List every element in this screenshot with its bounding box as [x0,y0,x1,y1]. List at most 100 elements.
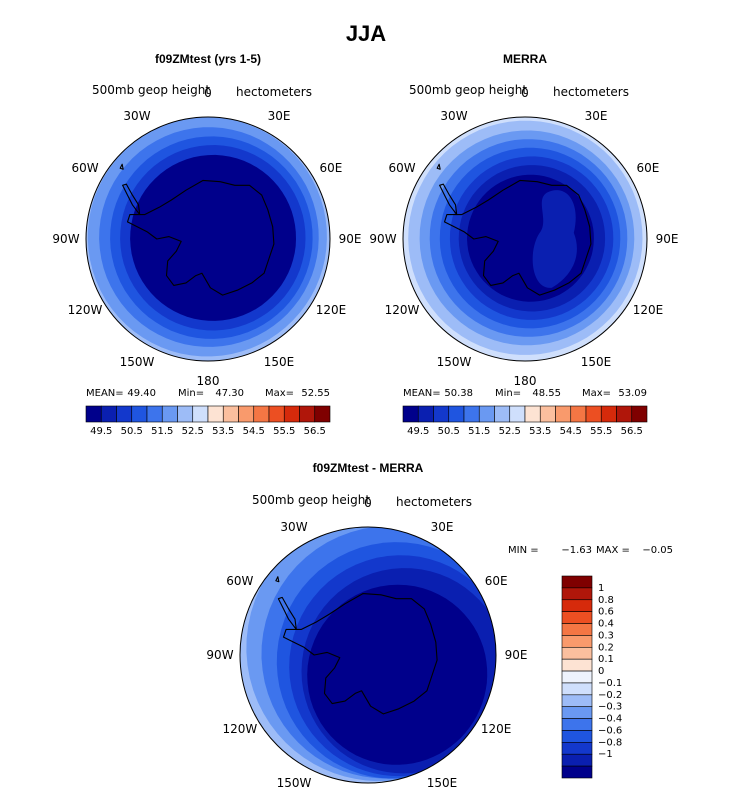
longitude-label: 150W [120,355,155,369]
colorbar-cell [561,730,593,743]
colorbar-cell [131,405,148,423]
longitude-label: 150W [437,355,472,369]
colorbar-cell [561,587,593,601]
colorbar-cell [561,646,593,660]
colorbar-cell [561,575,593,589]
colorbar-tick-label: 1 [598,583,604,594]
colorbar-cell [314,405,331,423]
colorbar-cell [116,405,133,423]
longitude-label: 120W [222,722,257,736]
colorbar-cell [253,405,270,423]
colorbar-tick-label: 55.5 [273,426,295,437]
panel-title: MERRA [503,52,547,66]
longitude-label: 120E [633,303,664,317]
colorbar-tick-label: 52.5 [499,426,521,437]
colorbar-cell [207,405,224,423]
colorbar-tick-label: 49.5 [90,426,112,437]
colorbar-cell [631,405,648,423]
colorbar-cell [448,405,465,423]
colorbar-cell [585,405,602,423]
longitude-label: 30W [280,520,307,534]
colorbar-tick-label: 0.3 [598,630,614,641]
colorbar-cell [616,405,633,423]
colorbar-tick-label: −0.2 [598,690,622,701]
colorbar-cell [561,753,593,767]
colorbar-cell [561,658,593,672]
coastline-antarctica [282,593,438,715]
colorbar-2: 10.80.60.40.30.20.10−0.1−0.2−0.3−0.4−0.6… [508,545,673,779]
colorbar-tick-label: 54.5 [560,426,582,437]
longitude-label: 30E [431,520,454,534]
map-border [239,526,497,784]
stat-min-value: 48.55 [532,388,561,399]
colorbar-tick-label: 56.5 [304,426,326,437]
contour-band [532,190,577,288]
colorbar-cell [561,706,593,719]
stat-min-label: Min= [495,388,521,399]
coastline-island [436,163,441,170]
variable-label: 500mb geop height [252,493,370,507]
colorbar-tick-label: 0.1 [598,654,614,665]
colorbar-cell [100,405,117,423]
longitude-label: 60E [637,161,660,175]
longitude-label: 60W [388,161,415,175]
colorbar-cell [238,405,255,423]
map-border [402,116,648,362]
colorbar-cell [85,405,102,423]
colorbar-cell [146,405,163,423]
longitude-label: 120E [481,722,512,736]
colorbar-cell [561,611,593,624]
map-panel-1: MERRA 500mb geop height hectometers 0 30E 60E… [369,52,678,388]
colorbar-tick-label: 55.5 [590,426,612,437]
colorbar-cell [161,405,178,423]
longitude-label: 60W [71,161,98,175]
longitude-label: 0 [521,86,529,100]
longitude-label: 120W [68,303,103,317]
colorbar-tick-label: 52.5 [182,426,204,437]
colorbar-cell [561,742,593,755]
contour-fill [403,117,647,361]
contour-band [307,584,488,765]
panel-title: f09ZMtest (yrs 1-5) [155,52,261,66]
colorbar-tick-label: 50.5 [438,426,460,437]
coastline-antarctica [126,179,275,296]
stat-mean-label: MEAN= [403,388,441,399]
longitude-label: 120E [316,303,347,317]
colorbar-cell [600,405,617,423]
coastline-island [119,163,124,170]
stat-min-label: Min= [178,388,204,399]
longitude-label: 90E [505,648,528,662]
stat-mean-value: 49.40 [127,388,156,399]
colorbar-tick-label: 49.5 [407,426,429,437]
colorbar-cell [561,694,593,708]
stat-mean-value: 50.38 [444,388,473,399]
colorbar-tick-label: 53.5 [529,426,551,437]
colorbar-cell [561,599,593,612]
panel-title: f09ZMtest - MERRA [313,461,424,475]
colorbar-tick-label: 53.5 [212,426,234,437]
colorbar-cell [561,682,593,696]
colorbar-tick-label: 56.5 [621,426,643,437]
colorbar-cell [417,405,434,423]
units-label: hectometers [553,85,629,99]
colorbar-cell [570,405,587,423]
longitude-label: 120W [385,303,420,317]
longitude-label: 90W [369,232,396,246]
longitude-label: 180 [514,374,537,388]
longitude-label: 90W [52,232,79,246]
colorbar-tick-label: 0.2 [598,642,614,653]
stat-max-label: MAX = [596,545,630,556]
stat-max-value: 53.09 [618,388,647,399]
colorbar-tick-label: 51.5 [151,426,173,437]
colorbar-tick-label: 0.6 [598,607,614,618]
stat-max-value: −0.05 [642,545,673,556]
coastline-antarctica [443,179,592,296]
variable-label: 500mb geop height [92,83,210,97]
figure-title: JJA [346,21,386,46]
stat-mean-label: MEAN= [86,388,124,399]
colorbar-tick-label: −0.8 [598,737,622,748]
colorbar-cell [561,635,593,648]
colorbar-cell [177,405,194,423]
coastline-peninsula [277,596,297,630]
